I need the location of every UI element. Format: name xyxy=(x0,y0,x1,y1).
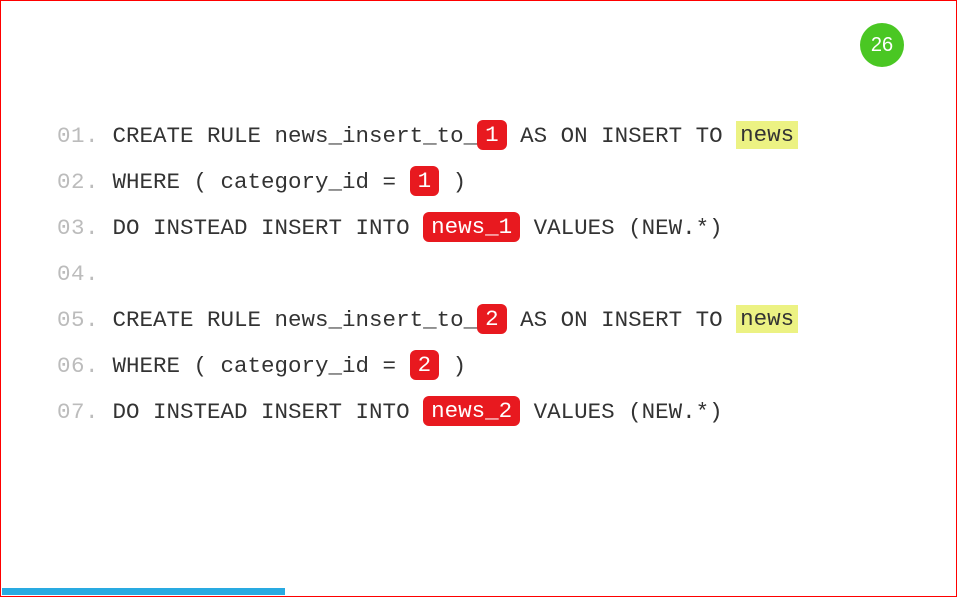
highlight-pill: news_2 xyxy=(423,396,520,426)
progress-bar xyxy=(2,588,285,595)
highlight-pill: news_1 xyxy=(423,212,520,242)
highlight-pill: 2 xyxy=(410,350,440,380)
line-number: 02. xyxy=(57,169,99,195)
code-text: ) xyxy=(439,169,466,195)
highlight-pill: 1 xyxy=(410,166,440,196)
code-text: CREATE RULE news_insert_to_ xyxy=(99,123,477,149)
code-line-4: 04. xyxy=(57,251,900,297)
line-number: 07. xyxy=(57,399,99,425)
code-text: DO INSTEAD INSERT INTO xyxy=(99,399,423,425)
highlight-pill: 1 xyxy=(477,120,507,150)
highlight-pill: 2 xyxy=(477,304,507,334)
line-number: 04. xyxy=(57,261,99,287)
line-number: 05. xyxy=(57,307,99,333)
code-line-3: 03. DO INSTEAD INSERT INTO news_1 VALUES… xyxy=(57,205,900,251)
line-number: 01. xyxy=(57,123,99,149)
code-text: AS ON INSERT TO xyxy=(507,123,737,149)
code-line-6: 06. WHERE ( category_id = 2 ) xyxy=(57,343,900,389)
code-line-2: 02. WHERE ( category_id = 1 ) xyxy=(57,159,900,205)
code-text: ) xyxy=(439,353,466,379)
line-number: 03. xyxy=(57,215,99,241)
code-text: WHERE ( category_id = xyxy=(99,353,410,379)
code-text: VALUES (NEW.*) xyxy=(520,399,723,425)
code-line-5: 05. CREATE RULE news_insert_to_2 AS ON I… xyxy=(57,297,900,343)
line-number: 06. xyxy=(57,353,99,379)
code-line-1: 01. CREATE RULE news_insert_to_1 AS ON I… xyxy=(57,113,900,159)
page-number-badge: 26 xyxy=(860,23,904,67)
code-text: DO INSTEAD INSERT INTO xyxy=(99,215,423,241)
code-line-7: 07. DO INSTEAD INSERT INTO news_2 VALUES… xyxy=(57,389,900,435)
code-text: VALUES (NEW.*) xyxy=(520,215,723,241)
code-text: CREATE RULE news_insert_to_ xyxy=(99,307,477,333)
page-number: 26 xyxy=(871,34,893,57)
code-text: WHERE ( category_id = xyxy=(99,169,410,195)
highlight-yellow: news xyxy=(736,121,798,149)
code-block: 01. CREATE RULE news_insert_to_1 AS ON I… xyxy=(57,113,900,435)
highlight-yellow: news xyxy=(736,305,798,333)
code-text: AS ON INSERT TO xyxy=(507,307,737,333)
slide-container: 26 01. CREATE RULE news_insert_to_1 AS O… xyxy=(0,0,957,597)
